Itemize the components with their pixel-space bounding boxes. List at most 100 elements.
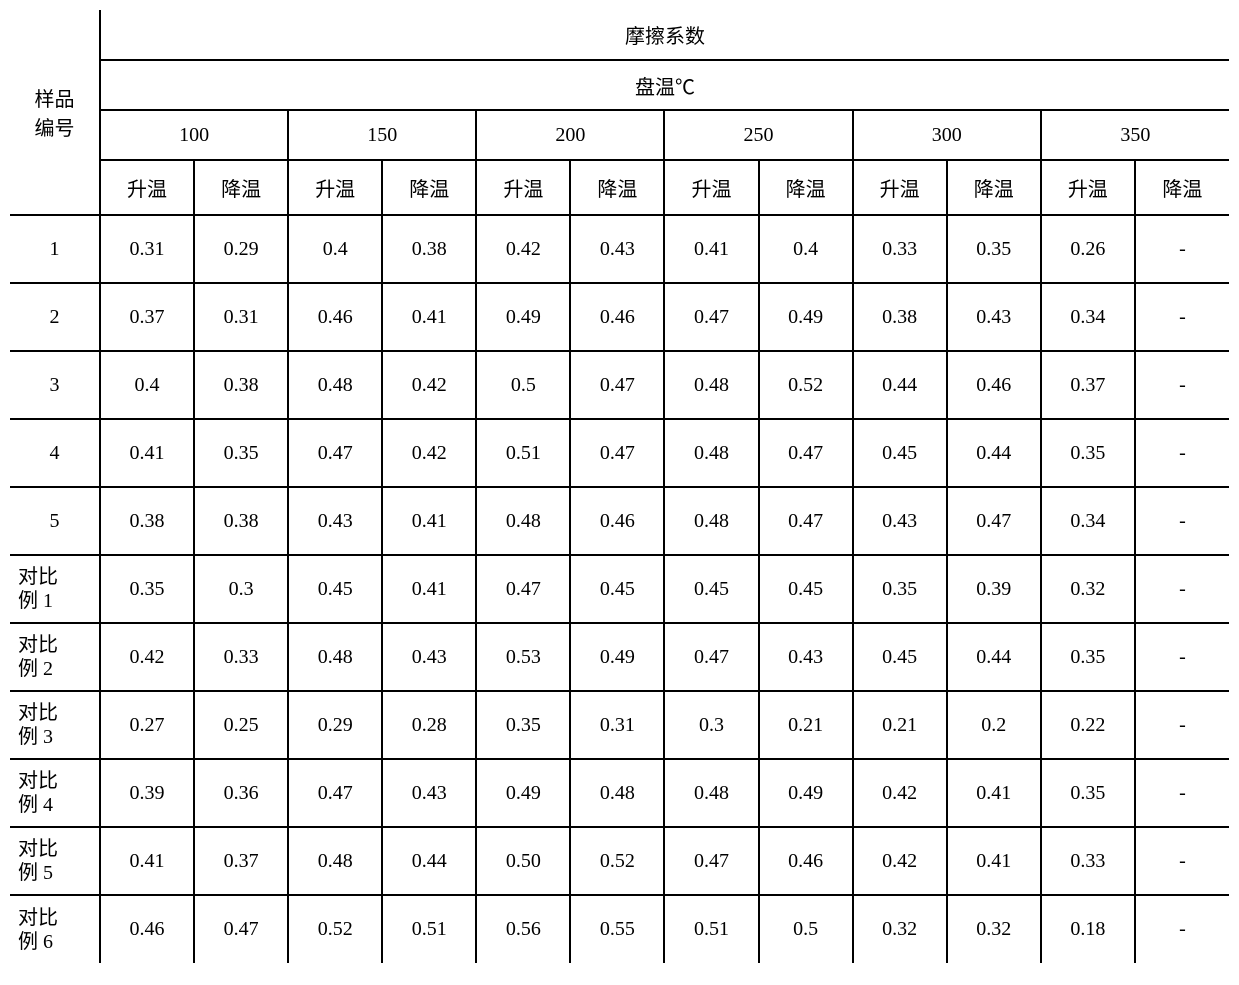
data-cell: 0.21: [853, 691, 947, 759]
sub-header-heating: 升温: [288, 160, 382, 215]
table-row: 对比 例 20.420.330.480.430.530.490.470.430.…: [10, 623, 1229, 691]
data-cell: 0.46: [947, 351, 1041, 419]
sample-id-cell: 5: [10, 487, 100, 555]
data-cell: 0.41: [664, 215, 758, 283]
data-cell: 0.41: [947, 759, 1041, 827]
table-row: 对比 例 60.460.470.520.510.560.550.510.50.3…: [10, 895, 1229, 963]
data-cell: 0.48: [288, 827, 382, 895]
table-body: 10.310.290.40.380.420.430.410.40.330.350…: [10, 215, 1229, 963]
data-cell: 0.4: [100, 351, 194, 419]
table-row: 30.40.380.480.420.50.470.480.520.440.460…: [10, 351, 1229, 419]
data-cell: 0.45: [759, 555, 853, 623]
data-cell: 0.48: [664, 487, 758, 555]
data-cell: 0.29: [288, 691, 382, 759]
data-cell: 0.2: [947, 691, 1041, 759]
sample-id-cell: 2: [10, 283, 100, 351]
sample-id-cell: 对比 例 1: [10, 555, 100, 623]
data-cell: 0.37: [194, 827, 288, 895]
data-cell: 0.49: [476, 759, 570, 827]
data-cell: 0.33: [1041, 827, 1135, 895]
data-cell: 0.33: [853, 215, 947, 283]
data-cell: -: [1135, 351, 1229, 419]
data-cell: -: [1135, 759, 1229, 827]
data-cell: 0.28: [382, 691, 476, 759]
data-cell: 0.3: [194, 555, 288, 623]
data-cell: 0.4: [759, 215, 853, 283]
data-cell: 0.22: [1041, 691, 1135, 759]
data-cell: 0.35: [1041, 759, 1135, 827]
data-cell: 0.42: [382, 419, 476, 487]
data-cell: 0.55: [570, 895, 664, 963]
data-cell: 0.21: [759, 691, 853, 759]
temp-header: 250: [664, 110, 852, 160]
data-cell: 0.38: [194, 351, 288, 419]
data-cell: 0.47: [664, 283, 758, 351]
data-cell: 0.51: [664, 895, 758, 963]
data-cell: 0.49: [759, 283, 853, 351]
data-cell: 0.49: [759, 759, 853, 827]
data-cell: 0.38: [194, 487, 288, 555]
data-cell: 0.53: [476, 623, 570, 691]
data-cell: 0.36: [194, 759, 288, 827]
data-cell: 0.35: [476, 691, 570, 759]
table-row: 对比 例 30.270.250.290.280.350.310.30.210.2…: [10, 691, 1229, 759]
data-cell: 0.48: [664, 759, 758, 827]
data-cell: 0.35: [100, 555, 194, 623]
data-cell: 0.41: [382, 555, 476, 623]
data-cell: -: [1135, 623, 1229, 691]
data-cell: 0.47: [947, 487, 1041, 555]
data-cell: 0.41: [100, 419, 194, 487]
temp-header: 100: [100, 110, 288, 160]
data-cell: 0.45: [570, 555, 664, 623]
data-cell: 0.31: [100, 215, 194, 283]
data-cell: 0.37: [100, 283, 194, 351]
data-cell: 0.39: [100, 759, 194, 827]
data-cell: 0.38: [382, 215, 476, 283]
data-cell: 0.52: [570, 827, 664, 895]
temp-header: 200: [476, 110, 664, 160]
sub-header-heating: 升温: [1041, 160, 1135, 215]
table-row: 对比 例 50.410.370.480.440.500.520.470.460.…: [10, 827, 1229, 895]
table-title: 摩擦系数: [100, 10, 1229, 60]
data-cell: 0.35: [194, 419, 288, 487]
data-cell: 0.46: [100, 895, 194, 963]
data-cell: 0.45: [853, 623, 947, 691]
data-cell: 0.46: [570, 283, 664, 351]
data-cell: 0.42: [100, 623, 194, 691]
sample-id-cell: 对比 例 5: [10, 827, 100, 895]
data-cell: 0.51: [382, 895, 476, 963]
data-cell: 0.32: [1041, 555, 1135, 623]
table-row: 20.370.310.460.410.490.460.470.490.380.4…: [10, 283, 1229, 351]
data-cell: 0.47: [476, 555, 570, 623]
sample-id-cell: 对比 例 3: [10, 691, 100, 759]
sample-id-cell: 对比 例 6: [10, 895, 100, 963]
table-row: 40.410.350.470.420.510.470.480.470.450.4…: [10, 419, 1229, 487]
data-cell: 0.42: [382, 351, 476, 419]
data-cell: 0.48: [664, 419, 758, 487]
data-cell: -: [1135, 691, 1229, 759]
data-cell: 0.47: [570, 351, 664, 419]
data-cell: 0.52: [759, 351, 853, 419]
data-cell: -: [1135, 215, 1229, 283]
data-cell: 0.48: [288, 623, 382, 691]
data-cell: 0.47: [288, 419, 382, 487]
data-cell: 0.46: [759, 827, 853, 895]
data-cell: 0.38: [853, 283, 947, 351]
sub-header-cooling: 降温: [570, 160, 664, 215]
sample-id-cell: 1: [10, 215, 100, 283]
data-cell: 0.34: [1041, 487, 1135, 555]
data-cell: 0.42: [476, 215, 570, 283]
data-cell: 0.50: [476, 827, 570, 895]
data-cell: 0.44: [382, 827, 476, 895]
data-cell: 0.34: [1041, 283, 1135, 351]
data-cell: 0.49: [570, 623, 664, 691]
data-cell: 0.5: [476, 351, 570, 419]
data-cell: 0.45: [664, 555, 758, 623]
data-cell: 0.47: [759, 487, 853, 555]
sample-id-cell: 对比 例 4: [10, 759, 100, 827]
data-cell: 0.18: [1041, 895, 1135, 963]
sub-header-heating: 升温: [476, 160, 570, 215]
data-cell: 0.35: [853, 555, 947, 623]
table-row: 10.310.290.40.380.420.430.410.40.330.350…: [10, 215, 1229, 283]
sample-id-cell: 4: [10, 419, 100, 487]
